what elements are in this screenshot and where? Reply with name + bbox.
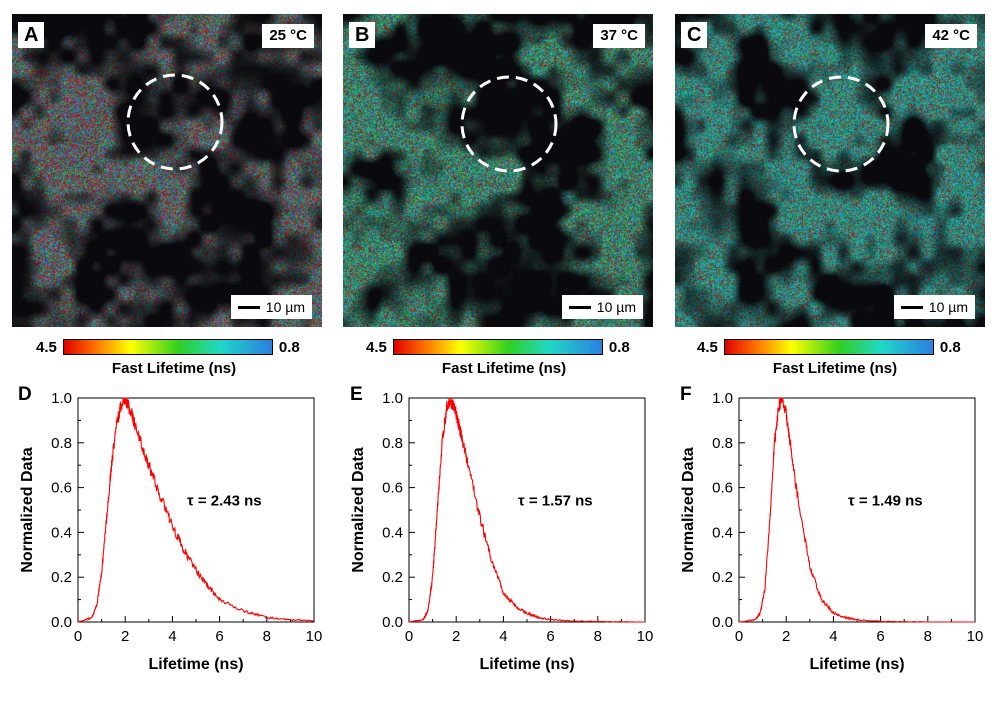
colorbar-title-b: Fast Lifetime (ns) bbox=[441, 360, 567, 377]
x-tick-label: 0 bbox=[735, 628, 743, 645]
x-axis-label: Lifetime (ns) bbox=[148, 656, 243, 673]
lifetime-annotation: τ = 1.49 ns bbox=[848, 493, 923, 510]
y-tick-label: 0.6 bbox=[51, 480, 72, 497]
panel-letter-c: C bbox=[681, 22, 708, 48]
panel-letter-a: A bbox=[18, 22, 45, 48]
colorbar-max-label: 0.8 bbox=[608, 338, 630, 356]
colorbar-b: 4.5 0.8 bbox=[366, 337, 630, 357]
decay-chart-f: 0 2 4 6 8 10 0.0 0.2 0.4 0.6 0.8 1.0 τ = 1.49 ns Life… bbox=[680, 390, 984, 673]
y-tick-label: 0.4 bbox=[51, 524, 72, 541]
y-tick-label: 0.2 bbox=[712, 569, 733, 586]
y-tick-label: 0.8 bbox=[712, 435, 733, 452]
x-tick-label: 4 bbox=[829, 628, 837, 645]
flim-image-a bbox=[12, 14, 322, 327]
temperature-label-c: 42 °C bbox=[925, 24, 977, 48]
x-tick-label: 4 bbox=[499, 628, 507, 645]
colorbar-c: 4.5 0.8 bbox=[697, 337, 961, 357]
colorbar-gradient bbox=[723, 339, 934, 355]
x-axis-label: Lifetime (ns) bbox=[479, 656, 574, 673]
y-tick-label: 0.2 bbox=[382, 569, 403, 586]
decay-chart-e: 0 2 4 6 8 10 0.0 0.2 0.4 0.6 0.8 1.0 τ = 1.57 ns Life… bbox=[350, 390, 654, 673]
colorbar-max-label: 0.8 bbox=[278, 338, 300, 356]
y-tick-label: 0.0 bbox=[51, 614, 72, 631]
decay-series bbox=[739, 397, 975, 623]
scale-bar-label-b: 10 µm bbox=[596, 299, 636, 315]
decay-plot-f: 0 2 4 6 8 10 0.0 0.2 0.4 0.6 0.8 1.0 τ = 1.49 ns Life… bbox=[673, 390, 991, 702]
x-tick-label: 8 bbox=[594, 628, 602, 645]
y-tick-label: 0.6 bbox=[712, 480, 733, 497]
temperature-label-b: 37 °C bbox=[593, 24, 645, 48]
x-tick-label: 8 bbox=[924, 628, 932, 645]
panel-letter-b: B bbox=[349, 22, 376, 48]
colorbar-title-c: Fast Lifetime (ns) bbox=[772, 360, 898, 377]
panel-letter-d: D bbox=[18, 384, 32, 405]
scale-bar-b: 10 µm bbox=[561, 295, 643, 319]
colorbar-min-label: 4.5 bbox=[36, 338, 57, 356]
y-tick-label: 1.0 bbox=[712, 392, 733, 407]
temperature-label-a: 25 °C bbox=[262, 24, 314, 48]
y-tick-label: 0.4 bbox=[382, 524, 403, 541]
x-tick-label: 0 bbox=[74, 628, 82, 645]
lifetime-annotation: τ = 2.43 ns bbox=[187, 493, 262, 510]
x-tick-label: 4 bbox=[168, 628, 176, 645]
decay-plot-d: 0 2 4 6 8 10 0.0 0.2 0.4 0.6 0.8 1.0 τ = 2.43 ns Life… bbox=[12, 390, 330, 702]
scale-bar-c: 10 µm bbox=[893, 295, 975, 319]
x-axis-label: Lifetime (ns) bbox=[809, 656, 904, 673]
x-tick-label: 6 bbox=[546, 628, 554, 645]
y-axis-label: Normalized Data bbox=[19, 447, 36, 572]
x-tick-label: 6 bbox=[876, 628, 884, 645]
scale-bar-label-a: 10 µm bbox=[265, 299, 305, 315]
scale-bar-a: 10 µm bbox=[230, 295, 312, 319]
y-tick-label: 0.0 bbox=[382, 614, 403, 631]
fluorescence-image-b: B 37 °C 10 µm bbox=[343, 14, 653, 327]
colorbar-max-label: 0.8 bbox=[939, 338, 961, 356]
decay-series bbox=[77, 397, 314, 623]
scale-bar-label-c: 10 µm bbox=[928, 299, 968, 315]
x-tick-label: 10 bbox=[306, 628, 323, 645]
x-tick-label: 10 bbox=[637, 628, 654, 645]
roi-circle-a bbox=[126, 73, 224, 171]
y-axis-label: Normalized Data bbox=[680, 447, 697, 572]
plot-frame bbox=[77, 397, 315, 623]
x-tick-label: 8 bbox=[263, 628, 271, 645]
y-tick-label: 1.0 bbox=[51, 392, 72, 407]
decay-series bbox=[409, 397, 645, 623]
x-tick-label: 2 bbox=[452, 628, 460, 645]
colorbar-a: 4.5 0.8 bbox=[36, 337, 300, 357]
y-tick-label: 0.6 bbox=[382, 480, 403, 497]
x-tick-label: 2 bbox=[121, 628, 129, 645]
fluorescence-image-a: A 25 °C 10 µm bbox=[12, 14, 322, 327]
roi-circle-c bbox=[792, 75, 890, 173]
x-tick-label: 10 bbox=[967, 628, 984, 645]
x-tick-label: 0 bbox=[405, 628, 413, 645]
y-tick-label: 1.0 bbox=[382, 392, 403, 407]
colorbar-gradient bbox=[62, 339, 273, 355]
y-axis-label: Normalized Data bbox=[350, 447, 367, 572]
colorbar-min-label: 4.5 bbox=[697, 338, 718, 356]
colorbar-title-a: Fast Lifetime (ns) bbox=[111, 360, 237, 377]
panel-letter-f: F bbox=[680, 384, 692, 405]
roi-circle-b bbox=[460, 75, 558, 173]
y-tick-label: 0.0 bbox=[712, 614, 733, 631]
y-tick-label: 0.4 bbox=[712, 524, 733, 541]
plot-frame bbox=[738, 397, 976, 623]
decay-plot-e: 0 2 4 6 8 10 0.0 0.2 0.4 0.6 0.8 1.0 τ = 1.57 ns Life… bbox=[343, 390, 661, 702]
x-tick-label: 2 bbox=[782, 628, 790, 645]
lifetime-annotation: τ = 1.57 ns bbox=[518, 493, 593, 510]
x-tick-label: 6 bbox=[215, 628, 223, 645]
colorbar-min-label: 4.5 bbox=[366, 338, 387, 356]
y-tick-label: 0.8 bbox=[51, 435, 72, 452]
fluorescence-image-c: C 42 °C 10 µm bbox=[675, 14, 985, 327]
panel-letter-e: E bbox=[350, 384, 363, 405]
y-tick-label: 0.8 bbox=[382, 435, 403, 452]
decay-chart-d: 0 2 4 6 8 10 0.0 0.2 0.4 0.6 0.8 1.0 τ = 2.43 ns Life… bbox=[19, 390, 323, 673]
colorbar-gradient bbox=[392, 339, 603, 355]
y-tick-label: 0.2 bbox=[51, 569, 72, 586]
